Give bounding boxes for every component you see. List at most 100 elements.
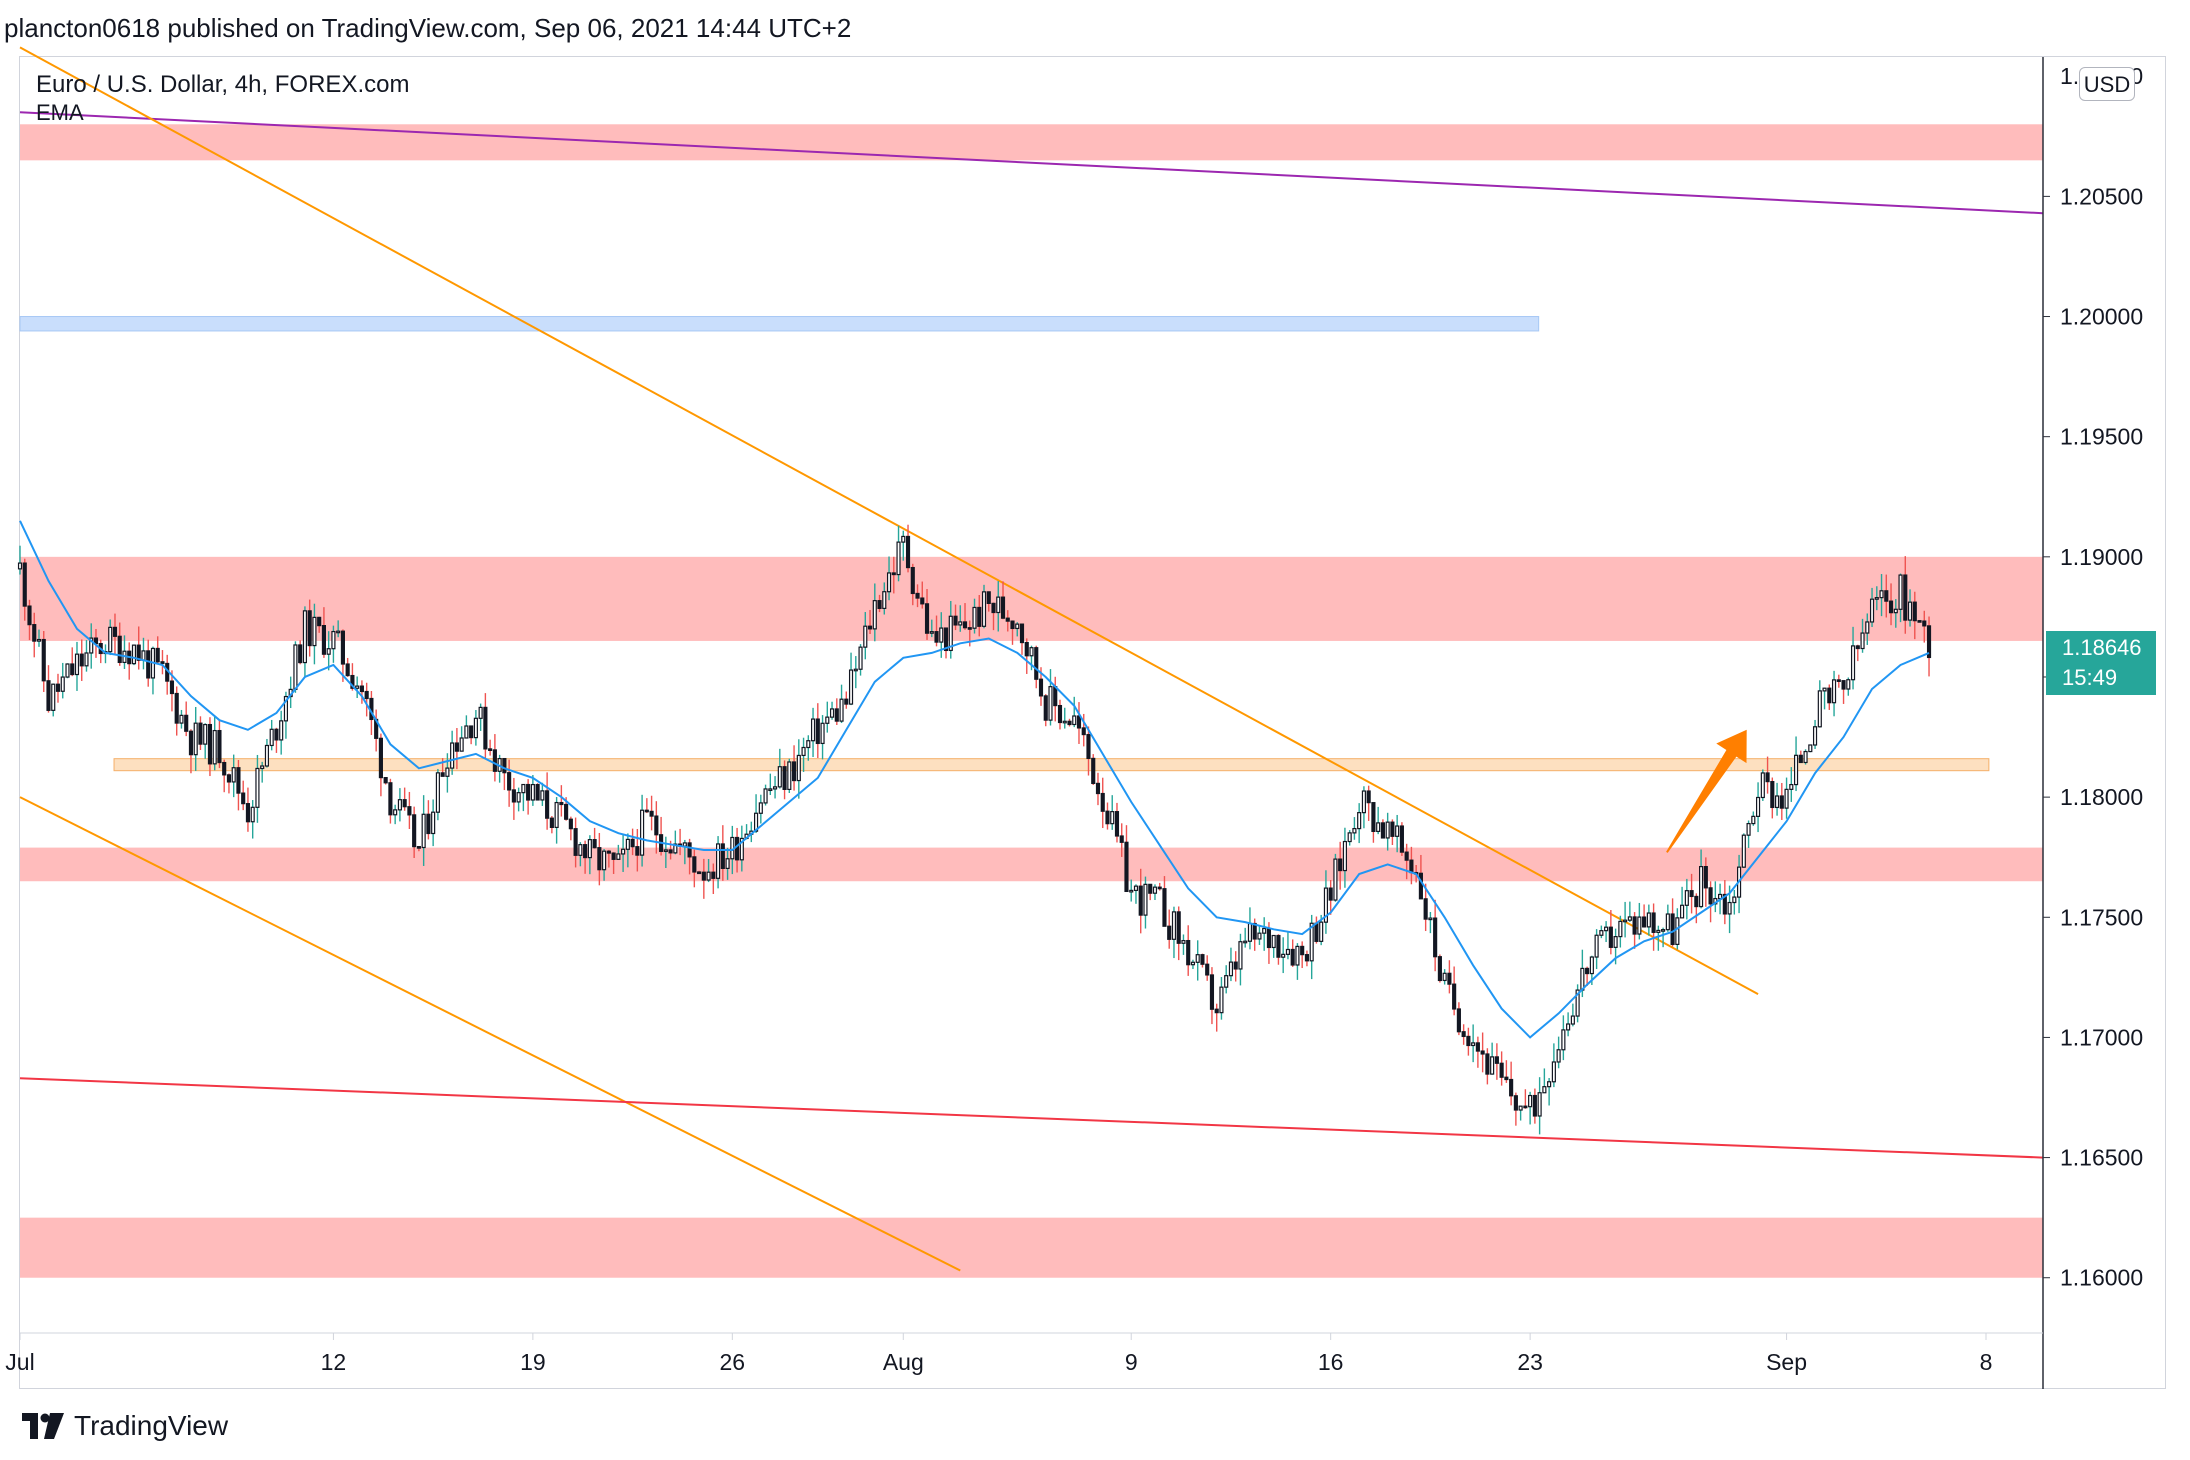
- time-tick-label: Aug: [883, 1349, 924, 1375]
- candle-body: [193, 722, 198, 756]
- candle-body: [1675, 917, 1680, 945]
- candle-body: [1461, 1031, 1466, 1038]
- candle-body: [1656, 929, 1661, 933]
- candle-body: [136, 644, 141, 661]
- time-tick-label: 9: [1125, 1349, 1138, 1375]
- candle-body: [611, 852, 616, 860]
- last-price-tag: 1.18646 15:49: [2046, 631, 2156, 695]
- candle-body: [1708, 887, 1713, 905]
- trendline-orange-upper: [19, 46, 1759, 996]
- candle-body: [739, 837, 744, 861]
- candle-body: [1105, 810, 1110, 825]
- candle-body: [340, 630, 345, 665]
- candle-body: [1566, 1023, 1571, 1031]
- candle-body: [1589, 956, 1594, 975]
- candle-body: [1846, 679, 1851, 690]
- candle-body: [1907, 601, 1913, 621]
- candle-body: [701, 871, 706, 881]
- zone-resistance-0: [20, 124, 2043, 161]
- currency-button[interactable]: USD: [2079, 67, 2135, 101]
- candle-body: [231, 767, 236, 783]
- candle-body: [697, 871, 702, 875]
- candle-body: [507, 772, 512, 791]
- candle-body: [1380, 822, 1385, 839]
- candle-body: [1323, 887, 1328, 923]
- candle-body: [578, 844, 583, 856]
- candle-body: [412, 814, 417, 848]
- candle-body: [1005, 617, 1010, 622]
- candle-body: [60, 676, 65, 692]
- candle-body: [1518, 1105, 1523, 1111]
- candle-body: [872, 600, 877, 630]
- candle-body: [825, 716, 830, 724]
- candle-body: [1898, 574, 1903, 610]
- candle-body: [1081, 727, 1086, 736]
- candle-body: [1219, 986, 1224, 1014]
- candle-body: [169, 680, 175, 695]
- candle-body: [1751, 815, 1756, 825]
- orange-arrow-icon: [1666, 729, 1747, 853]
- candle-body: [1366, 790, 1371, 804]
- candle-body: [440, 772, 445, 777]
- candle-body: [402, 799, 407, 808]
- candle-body: [1376, 822, 1381, 833]
- candle-body: [573, 828, 578, 856]
- ema-indicator-label[interactable]: EMA: [36, 100, 84, 125]
- candle-body: [302, 610, 308, 664]
- candle-body: [1433, 917, 1438, 958]
- candle-body: [1399, 825, 1404, 853]
- candle-body: [146, 650, 151, 679]
- candle-body: [41, 638, 46, 682]
- candle-body: [1262, 927, 1267, 934]
- candle-body: [1760, 772, 1765, 799]
- candle-body: [1528, 1094, 1533, 1108]
- symbol-label[interactable]: Euro / U.S. Dollar, 4h, FOREX.com: [36, 71, 410, 98]
- brand-name: TradingView: [74, 1410, 229, 1441]
- candle-body: [1357, 812, 1362, 830]
- last-price: 1.18646: [2062, 635, 2142, 660]
- candle-body: [74, 653, 80, 676]
- candle-body: [1019, 623, 1025, 644]
- candle-body: [1418, 872, 1423, 900]
- candle-body: [1428, 917, 1433, 921]
- candle-body: [901, 535, 906, 543]
- candle-body: [635, 846, 640, 856]
- zone-support-5: [20, 1217, 2043, 1278]
- footer-brand[interactable]: TradingView: [22, 1406, 228, 1446]
- candle-body: [1922, 620, 1927, 627]
- candle-body: [716, 843, 721, 879]
- candle-body: [473, 717, 478, 739]
- candle-body: [454, 742, 459, 752]
- candle-body: [630, 838, 635, 848]
- candle-body: [269, 728, 274, 747]
- candle-body: [1276, 934, 1281, 958]
- candle-body: [1812, 726, 1818, 746]
- candle-body: [1209, 974, 1215, 1010]
- candle-body: [891, 572, 896, 576]
- candle-body: [1874, 597, 1879, 600]
- candle-body: [1798, 754, 1803, 764]
- candle-body: [621, 848, 626, 855]
- candle-body: [112, 626, 118, 637]
- candle-body: [17, 562, 23, 570]
- candle-body: [1100, 792, 1105, 812]
- candle-body: [1129, 889, 1134, 893]
- candle-body: [1224, 975, 1229, 988]
- candle-body: [27, 605, 32, 626]
- candle-body: [1190, 961, 1196, 966]
- candle-body: [1504, 1076, 1509, 1081]
- candle-body: [478, 706, 483, 719]
- candle-body: [1618, 920, 1623, 938]
- candle-body: [321, 625, 326, 655]
- candle-body: [1490, 1056, 1495, 1075]
- candle-body: [1646, 912, 1651, 928]
- candle-body: [1888, 600, 1894, 614]
- candle-body: [858, 646, 863, 670]
- candle-body: [307, 610, 312, 647]
- candle-body: [1532, 1094, 1537, 1117]
- candle-body: [250, 806, 255, 823]
- candle-body: [336, 630, 341, 634]
- candle-body: [1067, 720, 1072, 726]
- candle-body: [1038, 678, 1044, 697]
